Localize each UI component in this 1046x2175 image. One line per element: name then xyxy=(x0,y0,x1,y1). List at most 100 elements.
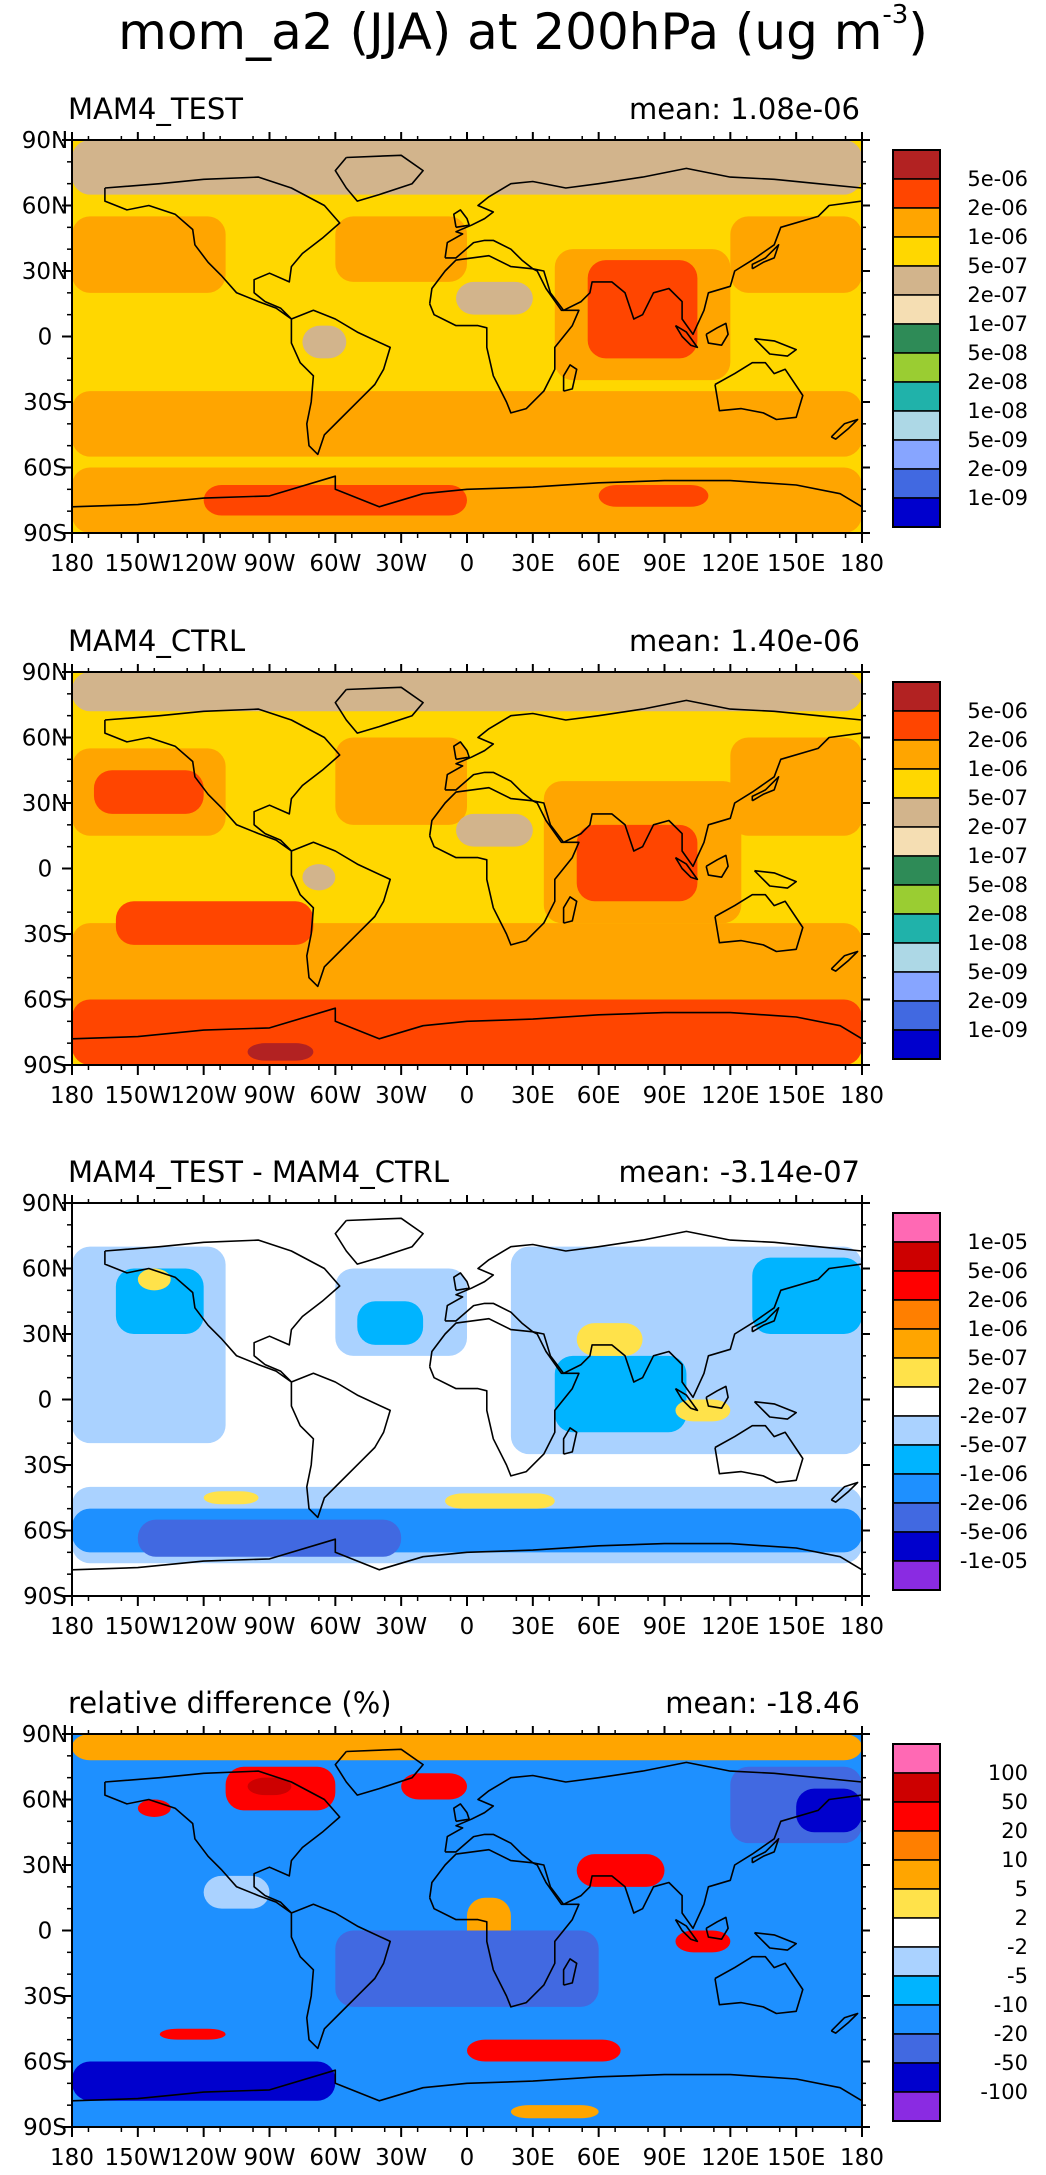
field-layer xyxy=(72,672,862,1065)
field-layer xyxy=(72,1203,862,1596)
y-axis: 90N 60N 30N 0 30S 60S 90S xyxy=(22,1722,870,2141)
field-region-3 xyxy=(598,484,709,507)
field-region-11 xyxy=(159,2028,226,2040)
y-tick-label: 90N xyxy=(22,660,68,686)
field-region-0 xyxy=(72,672,862,712)
x-tick-label: 30E xyxy=(511,2145,555,2171)
coastline-borneo xyxy=(705,854,729,879)
field-region-5 xyxy=(93,770,204,814)
y-tick-label: 60S xyxy=(23,456,67,482)
x-tick-label: 150W xyxy=(105,1083,172,1109)
colorbar-swatch xyxy=(892,178,941,209)
x-tick-label: 30W xyxy=(375,1083,427,1109)
colorbar-swatch xyxy=(892,797,941,828)
colorbar-label: 1e-06 xyxy=(967,757,1028,781)
x-tick-label: 120E xyxy=(701,2145,759,2171)
y-tick-label: 90S xyxy=(23,521,67,547)
y-tick-label: 60N xyxy=(22,726,68,752)
colorbar-label: -50 xyxy=(994,2051,1028,2075)
map-chart: 180 150W 120W 90W 60W 30W 0 30E 60E 90E 120E 150E 18… xyxy=(22,1191,1028,1640)
y-tick-label: 90N xyxy=(22,1191,68,1217)
y-tick-label: 30N xyxy=(22,1322,68,1348)
field-region-2 xyxy=(137,1519,402,1557)
coastline-sumatra xyxy=(674,324,699,349)
x-tick-label: 60E xyxy=(577,1083,621,1109)
field-region-14 xyxy=(72,2061,336,2101)
field-layer xyxy=(72,1734,862,2127)
colorbar-swatch xyxy=(892,1801,941,1832)
coastline-south-america xyxy=(290,841,392,988)
coastline-new-guinea xyxy=(753,1400,798,1420)
colorbar-swatch xyxy=(892,410,941,441)
colorbar-swatch xyxy=(892,1415,941,1446)
x-axis: 180 150W 120W 90W 60W 30W 0 30E 60E 90E 120E 150E 18… xyxy=(50,664,884,1109)
x-tick-label: 150E xyxy=(767,1614,825,1640)
field-layer xyxy=(72,140,862,533)
coastline-antarctica xyxy=(72,1538,862,1571)
field-region-11 xyxy=(675,1399,731,1422)
x-tick-label: 60E xyxy=(577,551,621,577)
colorbar-swatch xyxy=(892,1299,941,1330)
coastline-africa xyxy=(428,786,580,946)
colorbar-swatch xyxy=(892,1328,941,1359)
colorbar-swatch xyxy=(892,1946,941,1977)
coastline-sumatra xyxy=(674,1387,699,1412)
y-tick-label: 0 xyxy=(38,325,53,351)
x-tick-label: 180 xyxy=(840,1614,884,1640)
colorbar-label: 1e-07 xyxy=(967,844,1028,868)
colorbar-label: 10 xyxy=(1001,1848,1028,1872)
colorbar-swatch xyxy=(892,2062,941,2093)
colorbar-swatch xyxy=(892,1560,941,1591)
colorbar-swatch xyxy=(892,468,941,499)
colorbar-label: 1e-06 xyxy=(967,1317,1028,1341)
colorbar-swatch xyxy=(892,1212,941,1243)
x-tick-label: 30E xyxy=(511,1083,555,1109)
colorbar-label: 1e-09 xyxy=(967,1018,1028,1042)
colorbar-label: 2e-06 xyxy=(967,1288,1028,1312)
coastline-new-guinea xyxy=(753,1931,798,1951)
coastline-greenland xyxy=(334,1217,424,1265)
colorbar-swatch xyxy=(892,1386,941,1417)
colorbar-swatch xyxy=(892,913,941,944)
colorbar-label: 20 xyxy=(1001,1819,1028,1843)
colorbar: 1e-05 5e-06 2e-06 1e-06 5e-07 2e-07 -2e-07 -5e-… xyxy=(892,1212,1028,1591)
colorbar-label: 2e-07 xyxy=(967,1375,1028,1399)
colorbar-swatch xyxy=(892,1502,941,1533)
colorbar-label: -10 xyxy=(994,1993,1028,2017)
coastline-uk xyxy=(452,1803,471,1823)
coastline-madagascar xyxy=(562,896,578,924)
coastline-eurasia xyxy=(444,1761,862,1930)
x-tick-label: 60W xyxy=(309,551,361,577)
x-tick-label: 150E xyxy=(767,551,825,577)
colorbar-swatch xyxy=(892,942,941,973)
coastline-japan xyxy=(751,1307,780,1333)
colorbar-swatch xyxy=(892,1473,941,1504)
colorbar-label: 1e-05 xyxy=(967,1230,1028,1254)
field-region-5 xyxy=(335,216,467,282)
colorbar-label: 50 xyxy=(1001,1790,1028,1814)
coastline-antarctica xyxy=(72,2069,862,2102)
colorbar: 100 50 20 10 5 2 -2 -5 -10 -20 -50 -100 xyxy=(892,1743,1028,2122)
coastline-australia xyxy=(714,893,804,953)
colorbar-swatch xyxy=(892,768,941,799)
field-region-8 xyxy=(576,824,698,902)
coastline-new-zealand xyxy=(830,950,859,972)
colorbar-label: -1e-05 xyxy=(960,1549,1028,1573)
colorbar-frame xyxy=(892,149,941,528)
coastline-australia xyxy=(714,1955,804,2015)
main-title: mom_a2 (JJA) at 200hPa (ug m-3) xyxy=(118,0,928,61)
coastline-japan xyxy=(751,776,780,802)
colorbar-swatch xyxy=(892,710,941,741)
field-region-9 xyxy=(115,901,314,945)
colorbar-label: 5e-07 xyxy=(967,786,1028,810)
coastline-antarctica xyxy=(72,1007,862,1040)
y-tick-label: 60S xyxy=(23,1519,67,1545)
colorbar-label: 1e-07 xyxy=(967,312,1028,336)
colorbar-swatch xyxy=(892,236,941,267)
field-region-10 xyxy=(576,1323,643,1356)
colorbar-label: 2e-09 xyxy=(967,989,1028,1013)
colorbar-frame xyxy=(892,681,941,1060)
y-axis: 90N 60N 30N 0 30S 60S 90S xyxy=(22,128,870,547)
colorbar-label: 2e-07 xyxy=(967,815,1028,839)
colorbar-label: -1e-06 xyxy=(960,1462,1028,1486)
